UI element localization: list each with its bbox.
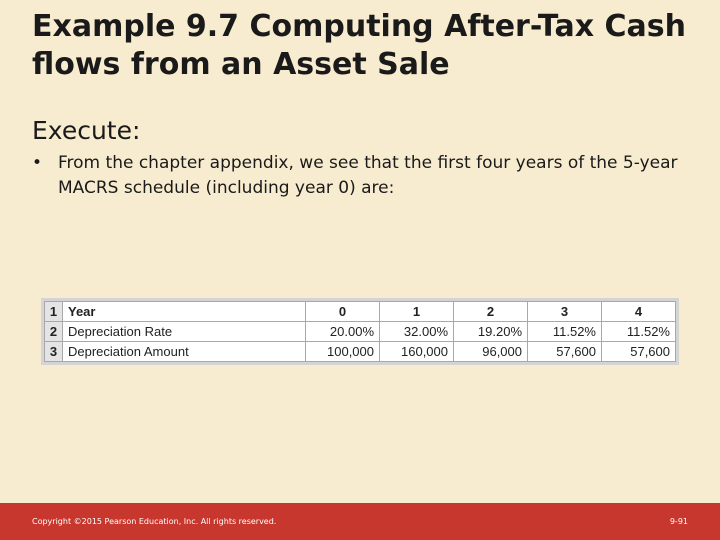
table-cell: 96,000 [453,341,528,362]
table-cell: 20.00% [305,321,380,342]
table-cell: 3 [527,301,602,322]
bullet-text: From the chapter appendix, we see that t… [58,153,678,198]
table-cell: 11.52% [601,321,676,342]
row-number: 1 [44,301,63,322]
table-cell: 57,600 [527,341,602,362]
row-label: Depreciation Rate [62,321,306,342]
table-cell: 2 [453,301,528,322]
table-cell: 1 [379,301,454,322]
table-cell: 32.00% [379,321,454,342]
bullet-dot-icon: • [32,153,43,173]
table-row: 3 Depreciation Amount 100,000 160,000 96… [44,341,676,362]
table-cell: 4 [601,301,676,322]
bullet-list: • From the chapter appendix, we see that… [32,151,692,201]
footer-bar: Copyright ©2015 Pearson Education, Inc. … [0,503,720,540]
copyright-text: Copyright ©2015 Pearson Education, Inc. … [32,517,277,526]
slide-title: Example 9.7 Computing After-Tax Cash flo… [32,9,687,82]
table-cell: 57,600 [601,341,676,362]
table-row: 2 Depreciation Rate 20.00% 32.00% 19.20%… [44,321,676,342]
table-cell: 11.52% [527,321,602,342]
slide-number: 9-91 [669,517,688,526]
table-cell: 19.20% [453,321,528,342]
slide-subheading: Execute: [32,116,141,145]
row-label: Year [62,301,306,322]
bullet-item: • From the chapter appendix, we see that… [32,151,692,201]
depreciation-table: 1 Year 0 1 2 3 4 2 Depreciation Rate 20.… [41,298,679,365]
table-cell: 0 [305,301,380,322]
table-cell: 100,000 [305,341,380,362]
table-cell: 160,000 [379,341,454,362]
table-row: 1 Year 0 1 2 3 4 [44,301,676,322]
row-label: Depreciation Amount [62,341,306,362]
row-number: 3 [44,341,63,362]
row-number: 2 [44,321,63,342]
